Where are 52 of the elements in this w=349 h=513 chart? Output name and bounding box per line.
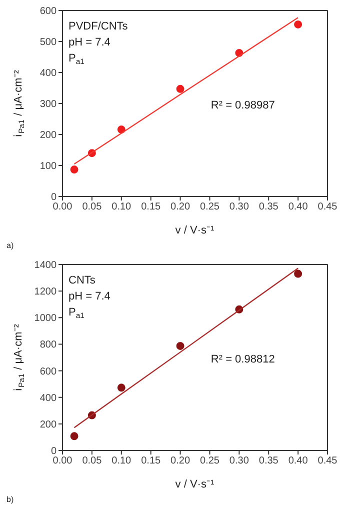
point	[176, 342, 184, 350]
y-tick-label: 200	[40, 130, 57, 141]
y-tick-label: 500	[40, 37, 57, 48]
y-tick-label: 400	[40, 392, 57, 404]
x-axis-title: v / V·s⁻¹	[175, 224, 214, 236]
annotation: R² = 0.98987	[210, 99, 275, 112]
y-tick-label: 100	[40, 161, 57, 172]
y-tick-label: 800	[40, 340, 57, 351]
annotation: R² = 0.98812	[210, 353, 275, 366]
point	[117, 384, 126, 392]
point	[294, 20, 302, 28]
y-tick-label: 1200	[34, 286, 57, 298]
x-tick-label: 0.30	[229, 202, 250, 212]
x-tick-label: 0.35	[258, 456, 279, 466]
x-tick-label: 0.45	[318, 456, 338, 466]
text: b)	[6, 495, 14, 504]
x-tick-label: 0.20	[170, 456, 190, 466]
y-tick-label: 1400	[34, 260, 57, 271]
y-tick-label: 600	[40, 366, 57, 378]
y-tick-label: 1000	[34, 313, 57, 324]
x-tick-label: 0.15	[141, 456, 162, 466]
y-tick-label: 0	[50, 446, 57, 457]
annotation: CNTs	[68, 274, 96, 286]
x-tick-label: 0.10	[112, 202, 132, 212]
annotation: PVDF/CNTs	[68, 20, 128, 32]
y-tick-label: 0	[50, 192, 57, 203]
x-tick-label: 0.00	[52, 456, 73, 466]
x-tick-label: 0.45	[318, 202, 338, 212]
point	[294, 270, 302, 278]
point	[70, 432, 78, 440]
x-tick-label: 0.15	[141, 202, 162, 212]
annotation: pH = 7.4	[68, 36, 110, 48]
x-tick-label: 0.30	[229, 456, 250, 466]
x-tick-label: 0.35	[258, 202, 279, 212]
x-tick-label: 0.40	[288, 202, 308, 212]
y-tick-label: 200	[40, 419, 57, 430]
x-tick-label: 0.00	[52, 202, 73, 212]
annotation: pH = 7.4	[68, 290, 110, 302]
x-tick-label: 0.25	[200, 456, 220, 466]
x-tick-label: 0.20	[170, 202, 190, 212]
point	[176, 84, 184, 93]
y-tick-label: 300	[40, 99, 57, 110]
y-tick-label: 600	[40, 6, 57, 17]
x-tick-label: 0.05	[82, 456, 102, 466]
point	[70, 166, 78, 174]
x-tick-label: 0.25	[200, 202, 220, 212]
x-tick-label: 0.40	[288, 456, 308, 466]
y-tick-label: 400	[40, 68, 57, 79]
x-axis-title: v / V·s⁻¹	[175, 478, 214, 490]
x-tick-label: 0.10	[112, 456, 132, 466]
x-tick-label: 0.05	[82, 202, 102, 212]
text: a)	[6, 241, 14, 250]
